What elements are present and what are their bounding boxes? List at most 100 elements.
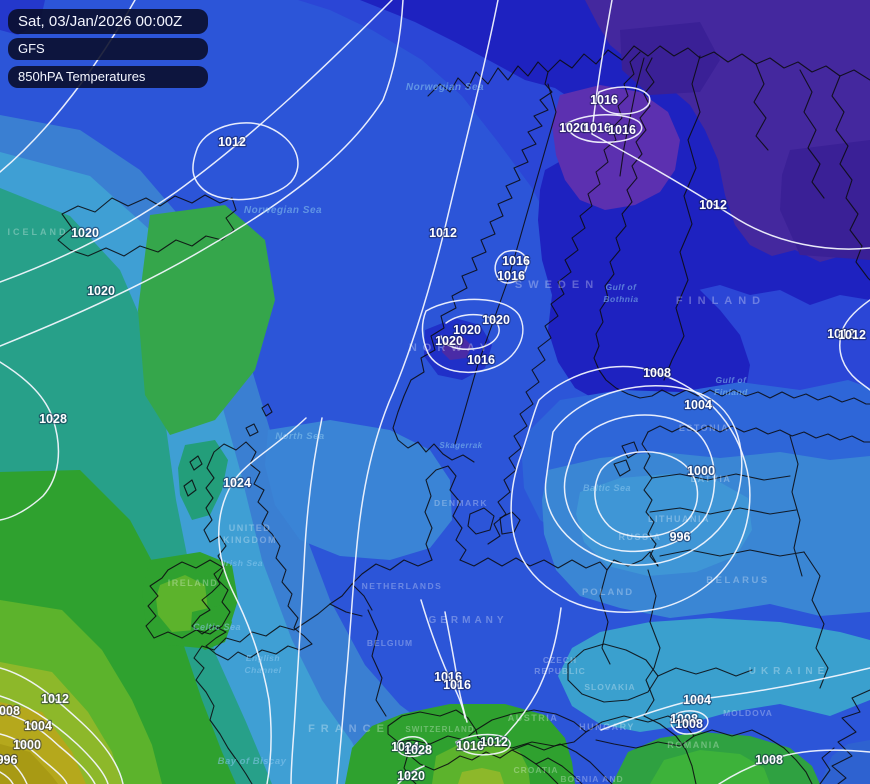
isobar-label-1016: 1016 — [434, 670, 462, 684]
fill-green-iceland-south — [138, 205, 275, 435]
sea-label: Gulf of — [606, 282, 638, 292]
isobar-label-1016: 1016 — [583, 121, 611, 135]
isobar-label-1016: 1016 — [608, 123, 636, 137]
isobar-1008-moldova — [718, 749, 870, 784]
country-label: ESTONIA — [679, 423, 729, 433]
country-label: NORWAY — [409, 342, 493, 354]
isobar-label-996: 996 — [0, 753, 17, 767]
isobar-1016-norway-loop — [494, 250, 528, 284]
isobar-label-1004: 1004 — [683, 693, 711, 707]
isobar-996-sw — [0, 754, 28, 784]
isobar-label-1020: 1020 — [71, 226, 99, 240]
isobar-label-1024: 1024 — [223, 476, 251, 490]
isobar-label-1020: 1020 — [453, 323, 481, 337]
isobar-label-1008: 1008 — [643, 366, 671, 380]
country-label: CROATIA — [513, 765, 558, 775]
country-label: DENMARK — [434, 498, 488, 508]
sea-label: Skagerrak — [439, 441, 482, 450]
isobar-1008-baltic — [510, 365, 751, 613]
country-label: BELGIUM — [367, 638, 413, 648]
isobar-1020-bottom-edge — [397, 765, 425, 784]
isobar-label-1024: 1024 — [391, 740, 419, 754]
sea-label: North Sea — [275, 431, 324, 442]
isobar-label-1008: 1008 — [0, 704, 20, 718]
isobar-label-1028: 1028 — [39, 412, 67, 426]
ukraine-belarus-border — [803, 551, 829, 689]
iceland-coastline — [57, 194, 237, 257]
isobar-1020-iceland — [0, 0, 393, 283]
isobar-label-1016: 1016 — [456, 739, 484, 753]
country-label: GERMANY — [428, 615, 507, 626]
isobar-label-1016: 1016 — [590, 93, 618, 107]
isobar-poland-connector — [498, 607, 562, 743]
isobar-label-1016: 1016 — [497, 269, 525, 283]
norway-west-coastline — [392, 61, 553, 463]
country-label: ICELAND — [8, 227, 69, 237]
isobar-label-1020: 1020 — [559, 121, 587, 135]
isobar-1008-carpathia-loop — [670, 710, 709, 735]
isobar-label-1008: 1008 — [670, 712, 698, 726]
sea-label: Bay of Biscay — [218, 756, 287, 767]
isobar-1004-sw — [0, 711, 96, 784]
isobar-inner-sw — [0, 771, 14, 784]
country-label: CZECH — [543, 655, 577, 665]
isobar-alps-loop-west — [396, 736, 428, 758]
sea-label: Bothnia — [603, 294, 638, 304]
isobar-label-1016: 1016 — [502, 254, 530, 268]
sea-label: Norwegian Sea — [406, 82, 484, 93]
isobar-label-1012: 1012 — [699, 198, 727, 212]
estonia-north-coastline — [647, 425, 870, 443]
country-label: IRELAND — [168, 578, 219, 588]
isobar-1024-britain — [218, 417, 307, 784]
isobar-1012-russia-n — [591, 0, 870, 250]
layer-label: 850hPA Temperatures — [18, 69, 146, 84]
model-label: GFS — [18, 41, 45, 56]
isobar-label-1028: 1028 — [404, 743, 432, 757]
fill-brightgreen-romania — [650, 750, 770, 784]
germany-france-border — [329, 583, 387, 717]
sea-label: Finland — [714, 387, 748, 397]
isobar-label-1012: 1012 — [41, 692, 69, 706]
sea-label: English — [246, 653, 280, 663]
czech-border — [567, 643, 659, 703]
coastline-layer — [57, 45, 870, 784]
isobar-label-1008: 1008 — [675, 717, 703, 731]
isobar-1012-loop-nw — [192, 122, 299, 201]
isobar-label-1020: 1020 — [87, 284, 115, 298]
country-label: AUSTRIA — [508, 713, 559, 723]
isobar-label-1020: 1020 — [482, 313, 510, 327]
austria-border — [475, 709, 587, 749]
sweden-east-coastline — [487, 51, 641, 545]
fill-mustard-corner — [0, 744, 58, 784]
isobar-1012-norway-france — [336, 0, 499, 784]
isobar-996-baltic — [594, 450, 699, 538]
fill-darkviolet-patch1 — [780, 140, 870, 260]
country-label: LITHUANIA — [648, 514, 710, 524]
isobar-1028-ridge — [0, 361, 60, 521]
isobar-label-1012: 1012 — [429, 226, 457, 240]
sea-label: Irish Sea — [223, 558, 263, 568]
layer-label-pill: 850hPA Temperatures — [8, 66, 208, 88]
uk-coastline — [191, 441, 313, 661]
isobar-label-1012: 1012 — [480, 735, 508, 749]
country-label: POLAND — [582, 587, 634, 598]
isobar-1000-baltic — [563, 414, 716, 553]
isobar-label-1020: 1020 — [397, 769, 425, 783]
isobar-1012-sw — [0, 667, 124, 784]
isobar-alps-loop-east — [455, 733, 511, 756]
country-label: MOLDOVA — [723, 708, 773, 718]
isobar-1020-atlantic — [0, 0, 404, 347]
fill-lightgreen-italy — [432, 742, 530, 784]
baltic-east-coastline — [641, 431, 659, 567]
country-label: SWEDEN — [515, 279, 599, 291]
country-label: FRANCE — [308, 723, 390, 735]
sea-label: Channel — [244, 665, 281, 675]
fill-yellowgreen-italy — [458, 768, 504, 784]
fill-darkviolet-patch2 — [620, 22, 720, 95]
isobar-1016-norway-outer — [421, 298, 524, 373]
isobar-label-1000: 1000 — [687, 464, 715, 478]
